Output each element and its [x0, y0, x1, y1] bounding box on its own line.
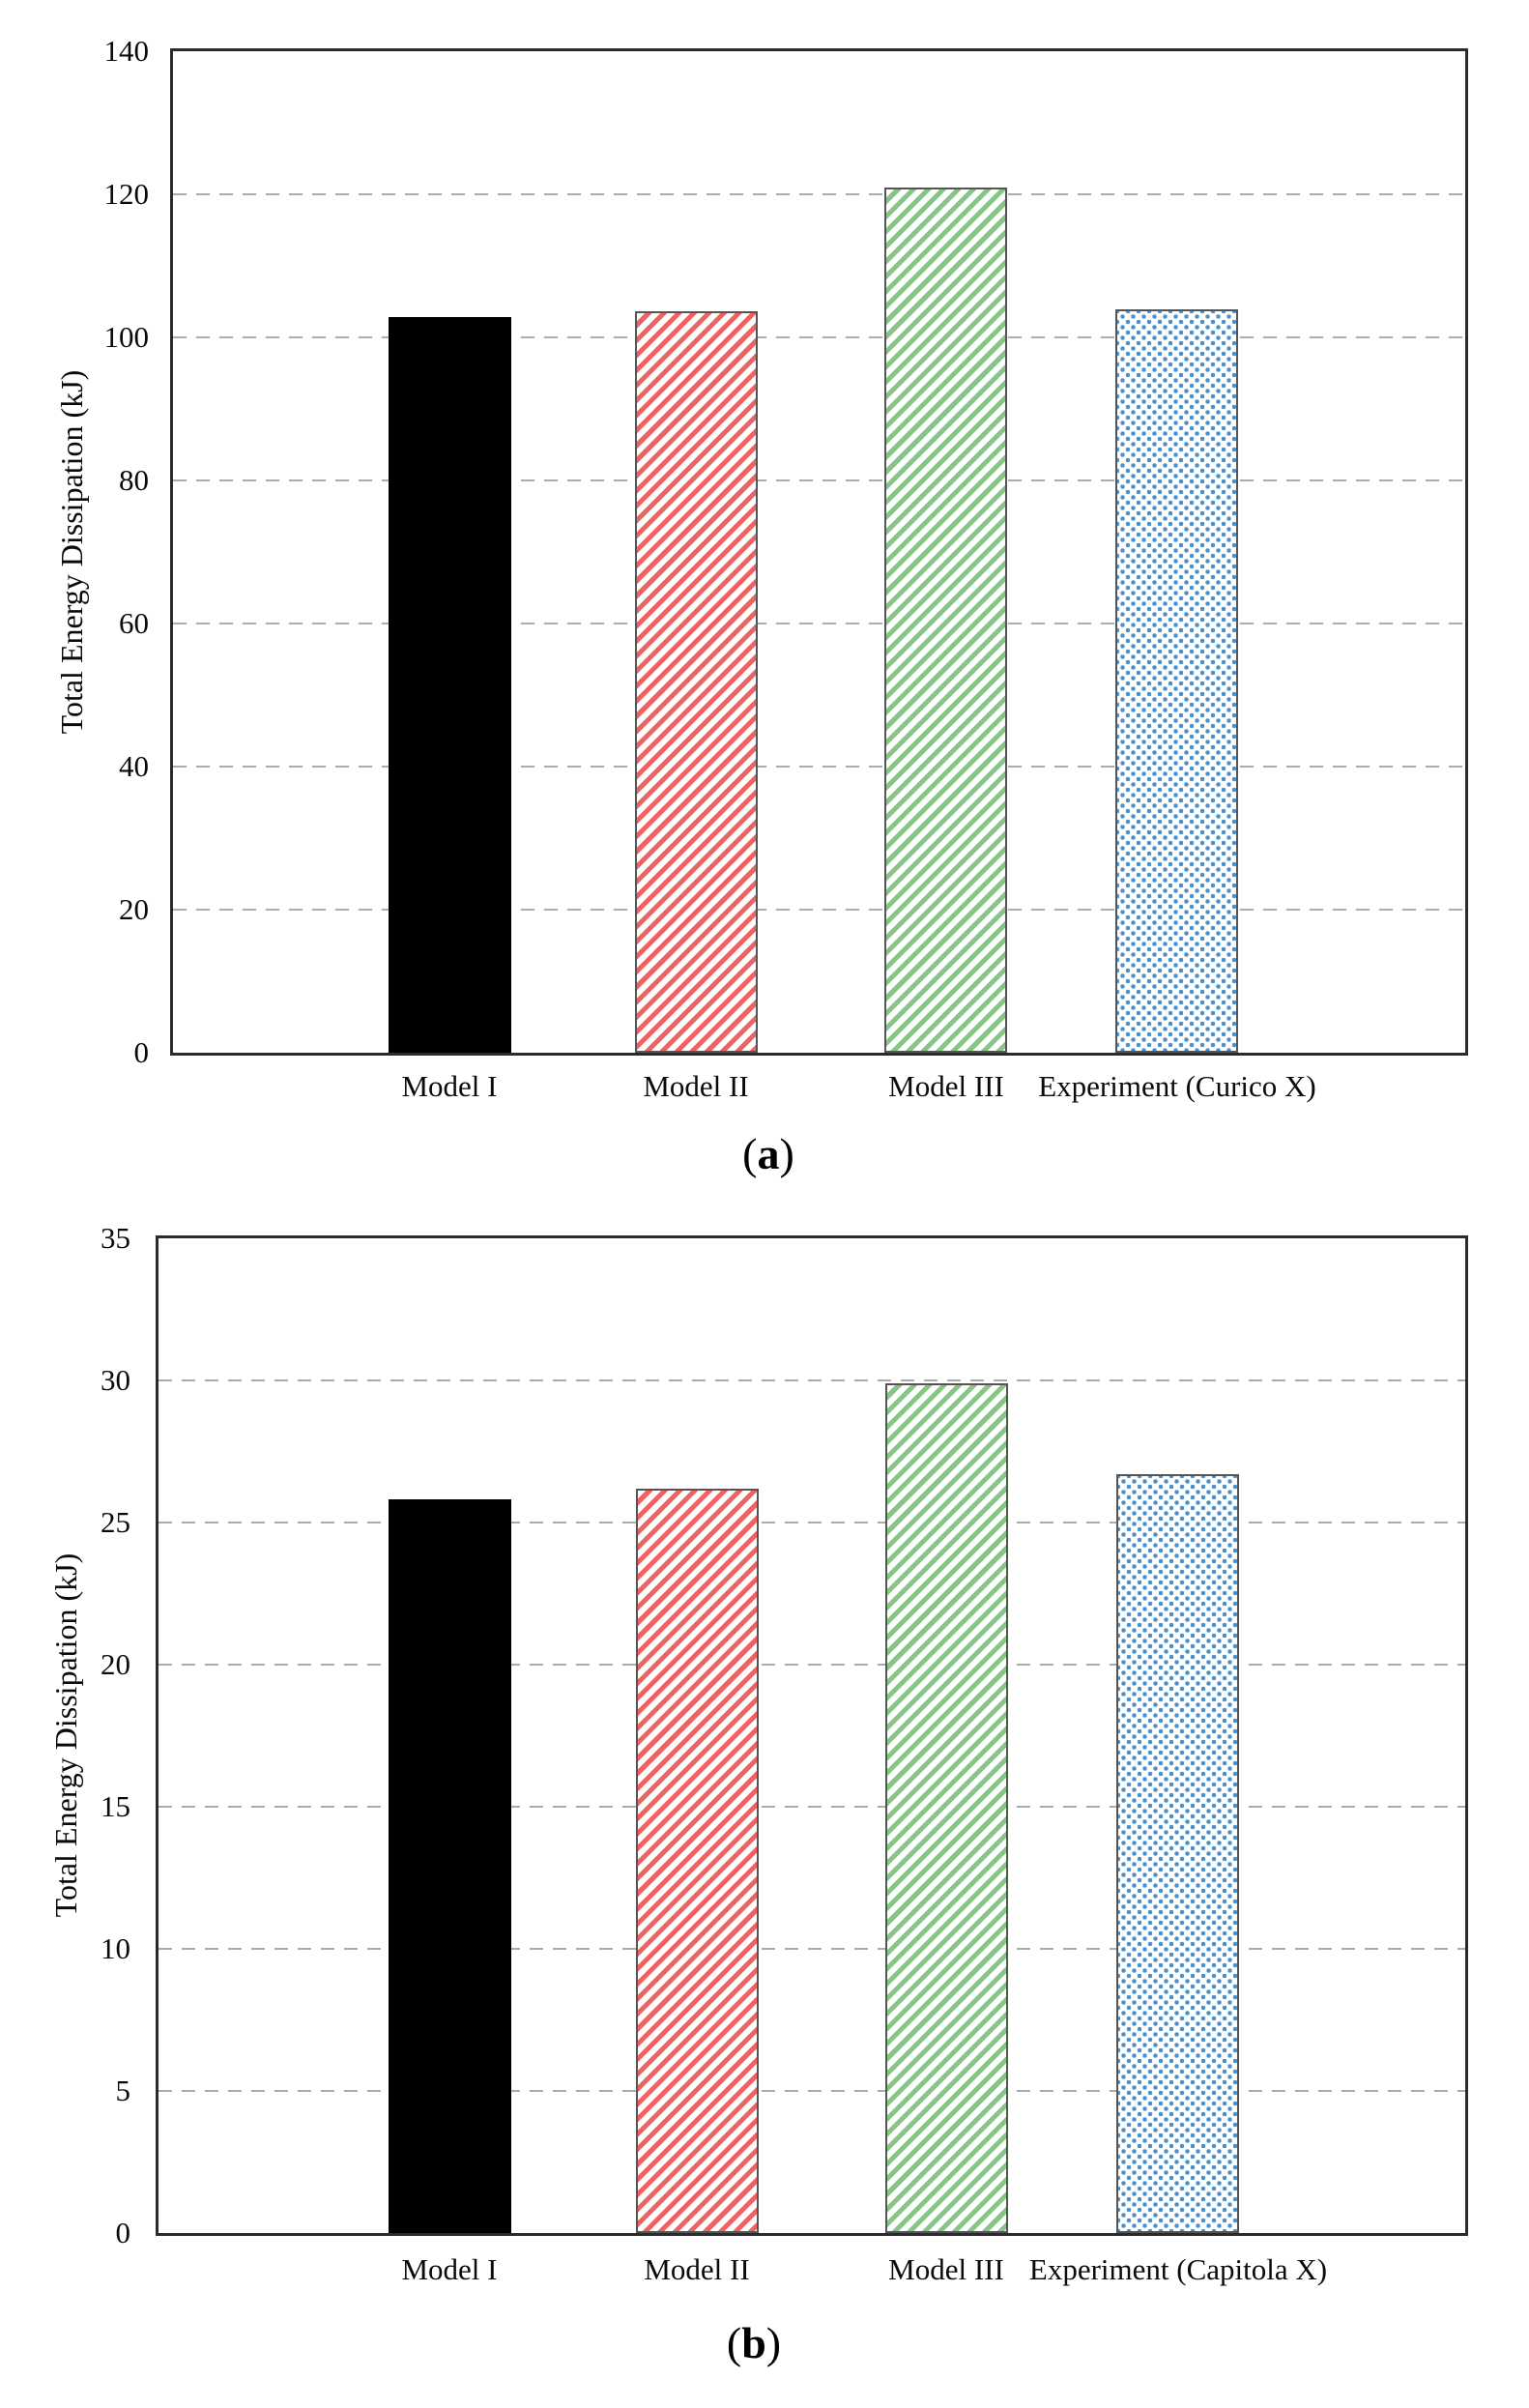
y-tick-label-a-0: 0: [133, 1035, 150, 1069]
x-category-label-a-2: Model II: [643, 1069, 749, 1103]
gridline-y-40: [173, 766, 1465, 768]
y-tick-label-a-60: 60: [119, 606, 149, 640]
bar-model-iii: [884, 188, 1007, 1053]
y-tick-label-b-30: 30: [101, 1363, 130, 1397]
y-tick-label-a-80: 80: [119, 463, 149, 497]
x-category-label-b-1: Model I: [401, 2252, 498, 2286]
y-tick-label-a-100: 100: [103, 320, 150, 354]
bar-model-i: [389, 1499, 511, 2233]
panel-b-caption: (b): [609, 2316, 899, 2370]
x-category-label-a-1: Model I: [401, 1069, 498, 1103]
y-tick-label-b-5: 5: [115, 2074, 131, 2107]
panel-a-caption-letter: a: [757, 1129, 780, 1178]
panel-b-plot-area: [156, 1235, 1468, 2236]
x-category-label-a-3: Model III: [888, 1069, 1004, 1103]
gridline-y-100: [173, 336, 1465, 338]
panel-b-caption-close-paren: ): [765, 2318, 782, 2367]
panel-a-caption-open-paren: (: [742, 1129, 758, 1178]
y-tick-label-b-10: 10: [101, 1931, 130, 1965]
bar-model-ii: [636, 1489, 759, 2233]
y-tick-label-b-25: 25: [101, 1505, 130, 1539]
bar-experiment-capitola-x-: [1116, 1474, 1239, 2233]
panel-a-plot-area: [170, 48, 1468, 1056]
y-tick-label-b-0: 0: [115, 2216, 131, 2249]
y-tick-label-a-120: 120: [103, 177, 150, 211]
y-tick-label-a-40: 40: [119, 749, 149, 783]
y-tick-label-b-35: 35: [101, 1221, 130, 1255]
panel-a-caption: (a): [623, 1127, 913, 1181]
y-tick-label-b-20: 20: [101, 1647, 130, 1681]
panel-a-y-axis-title: Total Energy Dissipation (kJ): [54, 369, 89, 735]
panel-b-caption-letter: b: [741, 2318, 766, 2367]
panel-b-caption-open-paren: (: [726, 2318, 742, 2367]
gridline-y-10: [159, 1948, 1465, 1950]
panel-b-y-axis-title: Total Energy Dissipation (kJ): [48, 1552, 83, 1918]
gridline-y-20: [173, 909, 1465, 911]
gridline-y-15: [159, 1806, 1465, 1808]
gridline-y-120: [173, 193, 1465, 195]
gridline-y-25: [159, 1522, 1465, 1523]
gridline-y-60: [173, 623, 1465, 624]
gridline-y-80: [173, 479, 1465, 481]
x-category-label-a-4: Experiment (Curico X): [1038, 1069, 1316, 1103]
panel-a-caption-close-paren: ): [779, 1129, 794, 1178]
bar-model-i: [389, 317, 511, 1053]
bar-experiment-curico-x-: [1115, 309, 1238, 1053]
gridline-y-20: [159, 1664, 1465, 1666]
bar-model-iii: [885, 1383, 1008, 2233]
gridline-y-30: [159, 1379, 1465, 1381]
x-category-label-b-2: Model II: [644, 2252, 750, 2286]
y-tick-label-a-20: 20: [119, 892, 149, 926]
x-category-label-b-3: Model III: [888, 2252, 1004, 2286]
y-tick-label-a-140: 140: [103, 34, 150, 68]
gridline-y-5: [159, 2090, 1465, 2092]
bar-model-ii: [635, 311, 758, 1053]
x-category-label-b-4: Experiment (Capitola X): [1028, 2252, 1328, 2286]
y-tick-label-b-15: 15: [101, 1789, 130, 1823]
